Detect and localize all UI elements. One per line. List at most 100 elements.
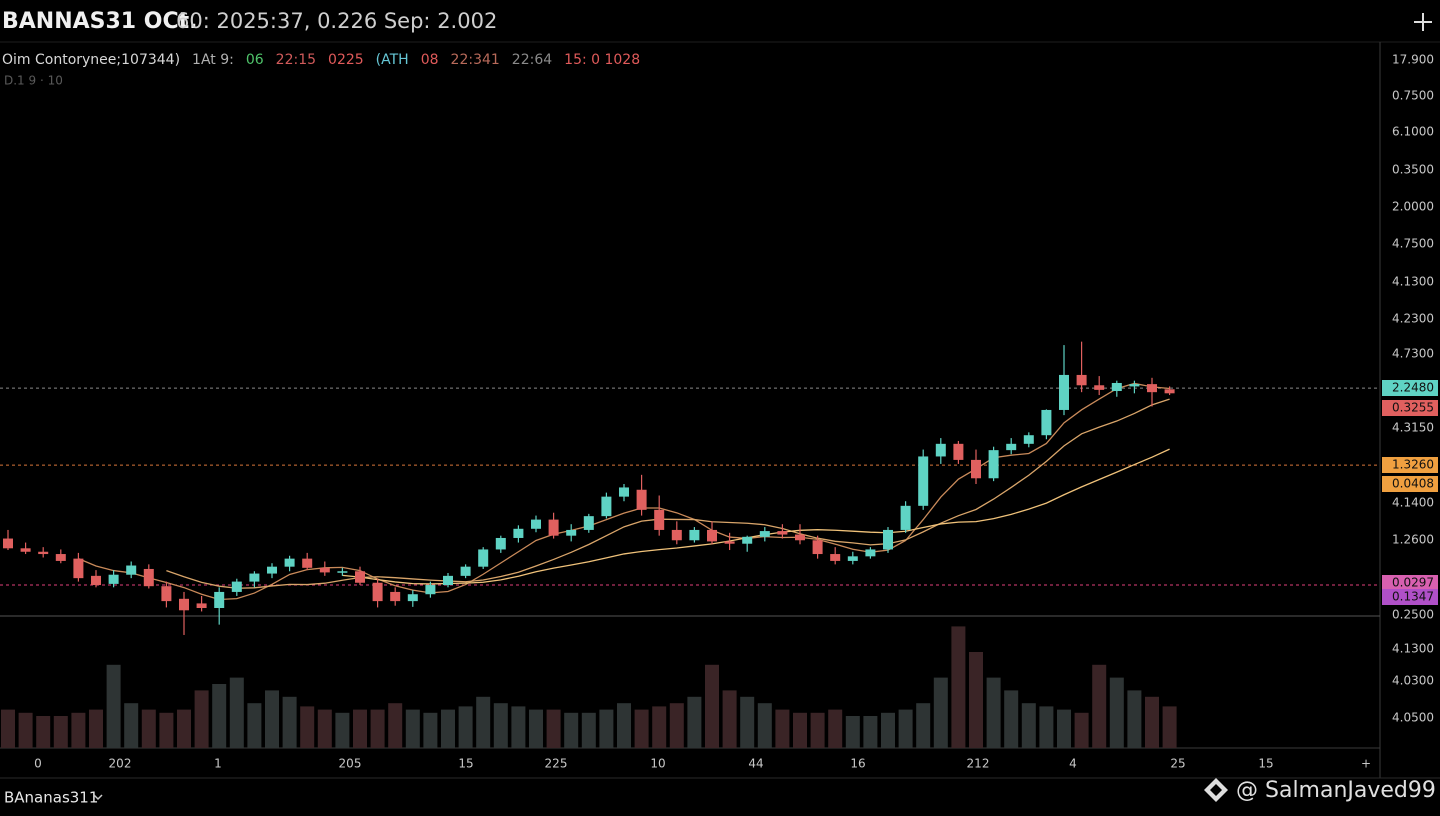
volume-bar [1109,677,1124,748]
candle-body [1023,435,1034,444]
y-tick-label: 4.7500 [1392,237,1434,251]
candle-body [1129,384,1140,387]
info-item: 22:64 [512,52,552,68]
volume-bar [388,703,403,748]
volume-bar [370,709,385,748]
x-tick-label: 10 [650,757,665,771]
add-button[interactable] [1414,13,1432,31]
price-tag-label: 0.1347 [1392,590,1434,604]
candle-body [900,505,911,530]
candle-body [460,566,471,576]
y-tick-label: 17.900 [1392,53,1434,67]
candle-body [495,537,506,550]
x-tick-label: 15 [458,757,473,771]
volume-bar [71,712,86,748]
volume-bar [969,652,983,748]
candle-body [443,575,453,586]
y-tick-label: 4.1300 [1392,275,1434,289]
candle-body [108,574,119,584]
volume-bar [53,716,68,748]
x-tick-label: 225 [545,757,568,771]
candle-body [196,603,207,609]
volume-bar [863,716,878,748]
y-tick-label: 4.0300 [1392,674,1434,688]
candle-body [795,534,805,541]
x-tick-label: 44 [748,757,763,771]
x-tick-label: 25 [1170,757,1185,771]
x-tick-label: 16 [850,757,865,771]
candle-body [126,565,137,575]
candle-body [214,591,225,609]
candle-body [407,594,418,602]
candle-body [319,567,330,573]
candle-body [1164,389,1175,394]
y-tick-label: 4.1400 [1392,496,1434,510]
candle-body [179,598,189,611]
volume-bar [1057,709,1071,748]
volume-bar [335,712,350,748]
moving-average [342,448,1170,585]
price-tag [1382,457,1438,473]
volume-bar [353,709,367,748]
y-tick-label: 4.0500 [1392,711,1434,725]
volume-bar [546,709,561,748]
candle-body [548,519,559,536]
candle-body [355,571,365,583]
volume-bar [933,677,948,748]
volume-bar [265,690,279,748]
moving-average [78,382,1170,601]
y-tick-label: 6.1000 [1392,125,1434,139]
y-tick-label: 4.3150 [1392,421,1434,435]
title: BANNAS31 OCt. [2,9,198,34]
volume-bar [159,712,174,748]
volume-bar [124,703,139,748]
price-tag-label: 0.0297 [1392,576,1434,590]
volume-bar [212,684,227,748]
info-item: 22:15 [276,52,316,68]
volume-bar [828,709,843,748]
candle-body [865,549,876,557]
volume-bar [687,696,702,748]
candle-body [161,586,172,602]
candle-body [583,516,594,530]
volume-bar [793,712,807,748]
price-tag-label: 0.0408 [1392,477,1434,491]
sub-info: D.1 9 · 10 [4,74,63,88]
candle-body [724,541,735,544]
candle-body [3,538,13,549]
candle-body [337,571,348,573]
x-tick-label: 1 [214,757,222,771]
volume-bar [757,703,772,748]
candle-body [143,568,154,587]
candle-body [1094,385,1105,390]
price-tag [1382,589,1438,605]
moving-average [166,398,1170,589]
symbol-selector[interactable]: BAnanas311 [4,789,98,807]
volume-bar [599,709,614,748]
info-item: 06 [246,52,264,68]
volume-bar [581,712,596,748]
volume-bar [669,703,684,748]
candle-body [231,581,242,592]
candle-body [1041,409,1052,436]
info-item: 0225 [328,52,364,68]
volume-bar [247,703,262,748]
candle-body [73,558,84,579]
candle-body [953,443,964,460]
volume-bar [775,709,790,748]
candle-body [812,540,823,555]
volume-bar [617,703,631,748]
candle-body [390,591,401,602]
candle-body [1147,384,1157,393]
y-tick-label: 0.3500 [1392,163,1434,177]
volume-bar [177,709,191,748]
candle-body [742,536,753,544]
candle-body [1111,382,1122,392]
candle-body [601,496,612,517]
volume-bar [282,696,297,748]
candle-body [636,489,647,510]
candle-body [671,529,682,541]
dropdown-caret[interactable] [93,794,103,801]
title-info: 60: 2025:37, 0.226 Sep: 2.002 [176,9,497,33]
candle-body [707,529,717,542]
